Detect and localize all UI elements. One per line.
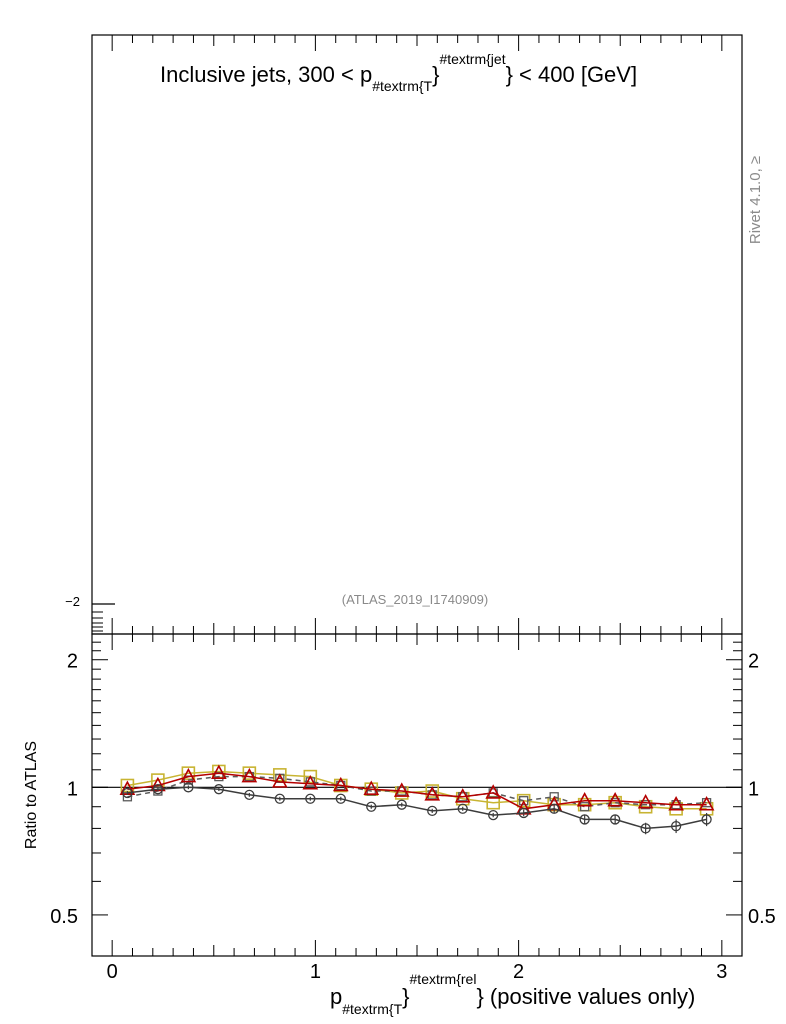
data-point: [424, 786, 441, 801]
data-point: [609, 814, 621, 825]
data-point: [427, 805, 438, 817]
data-point: [305, 793, 316, 804]
data-point: [488, 809, 499, 821]
data-point: [302, 775, 319, 790]
data-point: [701, 814, 712, 825]
series-2: [119, 764, 715, 815]
data-point: [637, 793, 654, 809]
data-point: [396, 799, 407, 810]
ratio-frame: [91, 633, 743, 957]
y-tick-label-right: 0.5: [748, 906, 776, 928]
y-axis-label: Ratio to ATLAS: [23, 741, 40, 849]
rivet-version-label: Rivet 4.1.0, ≥: [747, 156, 764, 244]
data-point: [580, 802, 590, 812]
data-point: [485, 784, 502, 799]
data-point: [213, 784, 225, 795]
x-axis-label: p#textrm{T}#textrm{rel} (positive values…: [330, 971, 695, 1017]
plot-title: Inclusive jets, 300 < p#textrm{T}#textrm…: [160, 51, 637, 94]
data-point: [698, 796, 715, 811]
data-point: [425, 784, 440, 798]
data-point: [579, 814, 590, 825]
ratio-panel: 0 1 2 3 0.5 0.5 1 1 2 2 Ratio to ATLAS p#textrm{T…: [23, 35, 776, 1017]
data-point: [549, 803, 560, 814]
y-tick-label-left: 1: [67, 778, 78, 800]
data-point: [640, 823, 651, 834]
series-line: [127, 772, 707, 810]
x-tick-label: 2: [513, 961, 524, 983]
data-point: [274, 793, 285, 804]
data-point: [332, 776, 349, 792]
y-tick-label-right: 2: [748, 651, 759, 673]
data-point: [303, 769, 318, 784]
data-point: [181, 766, 196, 780]
data-point: [576, 792, 593, 807]
data-point: [549, 792, 559, 802]
data-point: [607, 792, 623, 807]
data-point: [519, 796, 529, 806]
data-point: [180, 767, 197, 783]
upper-ytick-minor: [92, 611, 103, 632]
data-point: [152, 784, 164, 795]
ratio-ticks: [92, 35, 742, 957]
y-tick-label-left: 0.5: [50, 906, 78, 928]
data-point: [366, 801, 377, 812]
upper-panel: −2 Inclusive jets, 300 < p#textrm{T}#tex…: [65, 34, 764, 635]
y-tick-label-right: 1: [748, 778, 759, 800]
data-point: [668, 796, 684, 811]
x-tick-label: 1: [310, 961, 321, 983]
data-point: [242, 766, 257, 780]
series-3: [122, 782, 712, 835]
upper-ytick-label: −2: [65, 594, 80, 609]
data-point: [457, 803, 468, 814]
data-point: [241, 767, 258, 783]
data-point: [518, 807, 529, 819]
ratio-tick-labels: 0 1 2 3 0.5 0.5 1 1 2 2: [50, 651, 776, 983]
data-point: [271, 773, 288, 788]
data-point: [670, 820, 682, 832]
data-point: [183, 782, 194, 793]
data-point: [273, 768, 287, 782]
y-tick-label-left: 2: [67, 651, 78, 673]
data-point: [335, 793, 346, 804]
data-point: [608, 795, 622, 810]
x-tick-label: 0: [107, 961, 118, 983]
data-point: [244, 789, 255, 800]
series-layer: [119, 764, 715, 835]
x-tick-label: 3: [716, 961, 727, 983]
data-point: [122, 787, 133, 799]
data-point: [454, 788, 471, 803]
data-point: [363, 780, 380, 795]
analysis-watermark: (ATLAS_2019_I1740909): [342, 592, 488, 607]
data-point: [211, 764, 227, 779]
data-point: [393, 782, 410, 797]
upper-frame: [91, 34, 743, 635]
